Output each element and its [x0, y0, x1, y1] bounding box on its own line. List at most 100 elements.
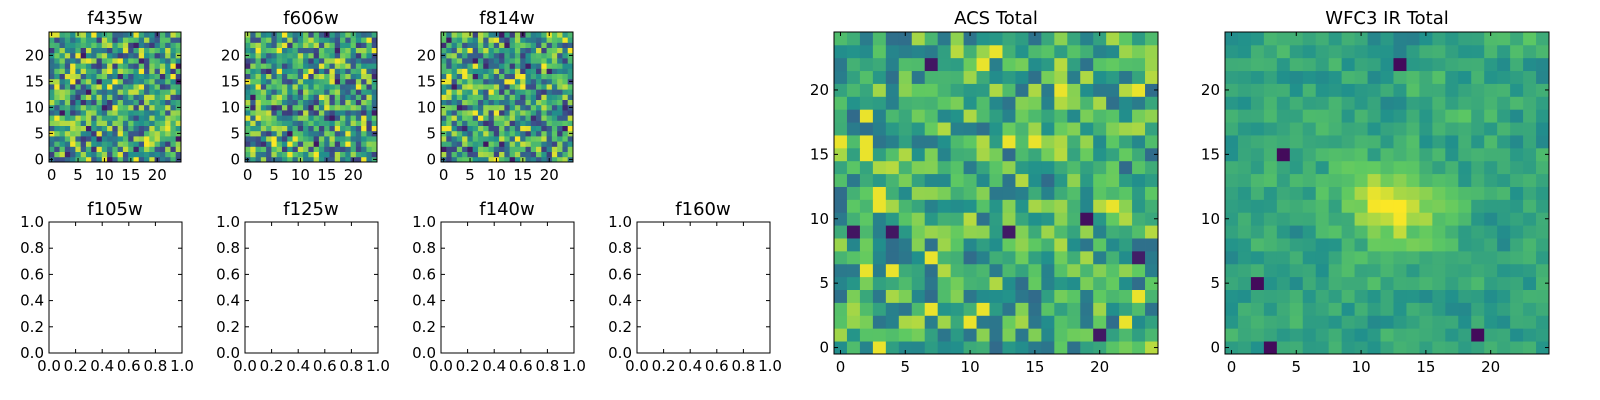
heatmap-cell [488, 58, 495, 64]
heatmap-cell [59, 52, 66, 59]
panel-f125w: f125w 0.0 0.2 0.4 0.6 0.8 1.00.00.20.40.60.81… [216, 199, 390, 375]
heatmap-cell [1145, 212, 1159, 226]
heatmap-cell [472, 58, 479, 64]
heatmap-cell [1367, 160, 1381, 175]
heatmap-cell [96, 42, 103, 48]
heatmap-cell [567, 125, 574, 132]
heatmap-cell [885, 135, 900, 149]
heatmap-cell [75, 52, 82, 59]
heatmap-cell [154, 78, 161, 85]
heatmap-cell [525, 115, 532, 121]
heatmap-cell [924, 328, 939, 342]
heatmap-cell [340, 58, 346, 64]
heatmap-cell [122, 141, 129, 147]
heatmap-cell [1536, 302, 1550, 316]
heatmap-cell [530, 37, 537, 43]
heatmap-cell [1341, 212, 1355, 226]
heatmap-cell [1015, 199, 1029, 213]
heatmap-cell [1041, 57, 1055, 72]
heatmap-cell [562, 68, 569, 74]
heatmap-cell [1419, 109, 1433, 123]
heatmap-cell [250, 73, 256, 80]
heatmap-cell [313, 104, 320, 111]
heatmap-cell [1237, 147, 1252, 162]
heatmap-cell [324, 52, 330, 59]
heatmap-cell [260, 104, 267, 111]
heatmap-cell [483, 37, 489, 43]
heatmap-cell [541, 156, 547, 163]
heatmap-cell [1225, 96, 1239, 110]
heatmap-cell [303, 58, 309, 64]
heatmap-cell [75, 37, 82, 43]
y-tick-label: 15 [1201, 145, 1220, 163]
heatmap-cell [462, 110, 468, 116]
heatmap-cell [144, 58, 150, 64]
heatmap-cell [255, 37, 262, 43]
heatmap-cell [250, 99, 256, 106]
heatmap-cell [462, 78, 468, 85]
heatmap-cell [80, 94, 87, 100]
heatmap-cell [456, 37, 463, 43]
heatmap-cell [1002, 135, 1016, 149]
heatmap-cell [281, 89, 288, 95]
heatmap-cell [546, 125, 553, 132]
heatmap-cell [1225, 147, 1239, 162]
heatmap-cell [541, 84, 547, 90]
heatmap-cell [59, 104, 66, 111]
heatmap-cell [54, 136, 60, 142]
heatmap-cell [520, 99, 526, 106]
heatmap-cell [441, 151, 447, 158]
heatmap-cell [1458, 135, 1472, 149]
heatmap-cell [911, 276, 926, 290]
heatmap-cell [1367, 122, 1381, 136]
heatmap-cell [107, 115, 113, 121]
heatmap-cell [133, 130, 140, 137]
heatmap-cell [361, 37, 367, 43]
heatmap-cell [483, 58, 489, 64]
heatmap-cell [898, 160, 913, 175]
heatmap-cell [112, 99, 119, 106]
heatmap-cell [1067, 328, 1081, 342]
heatmap-cell [1393, 263, 1407, 278]
heatmap-cell [1015, 160, 1029, 175]
heatmap-cell [144, 73, 150, 80]
heatmap-cell [112, 32, 119, 38]
heatmap-cell [834, 135, 848, 149]
heatmap-cell [366, 115, 373, 121]
heatmap-cell [371, 68, 378, 74]
heatmap-cell [989, 250, 1003, 265]
heatmap-cell [562, 52, 569, 59]
heatmap-cell [297, 151, 304, 158]
heatmap-cell [483, 52, 489, 59]
heatmap-cell [441, 99, 447, 106]
heatmap-cell [1536, 289, 1550, 303]
heatmap-cell [366, 94, 373, 100]
heatmap-cell [271, 42, 278, 48]
heatmap-cell [499, 136, 505, 142]
heatmap-cell [149, 52, 155, 59]
heatmap-cell [1041, 135, 1055, 149]
heatmap-cell [872, 32, 887, 46]
heatmap-cell [1432, 263, 1446, 278]
heatmap-cell [318, 110, 325, 116]
y-tick-label: 1.0 [20, 213, 44, 231]
heatmap-cell [297, 52, 304, 59]
heatmap-cell [138, 136, 145, 142]
heatmap-cell [1315, 70, 1330, 84]
heatmap-cell [80, 130, 87, 137]
heatmap-cell [340, 78, 346, 85]
heatmap-cell [525, 130, 532, 137]
heatmap-cell [911, 250, 926, 265]
heatmap-cell [1523, 302, 1537, 316]
heatmap-cell [514, 78, 521, 85]
heatmap-cell [361, 151, 367, 158]
heatmap-cell [101, 115, 108, 121]
heatmap-cell [1315, 83, 1330, 97]
heatmap-cell [1536, 263, 1550, 278]
heatmap-cell [1328, 160, 1343, 175]
heatmap-cell [493, 99, 500, 106]
heatmap-cell [1341, 96, 1355, 110]
heatmap-cell [446, 63, 452, 69]
heatmap-cell [1419, 315, 1433, 329]
heatmap-cell [541, 104, 547, 111]
